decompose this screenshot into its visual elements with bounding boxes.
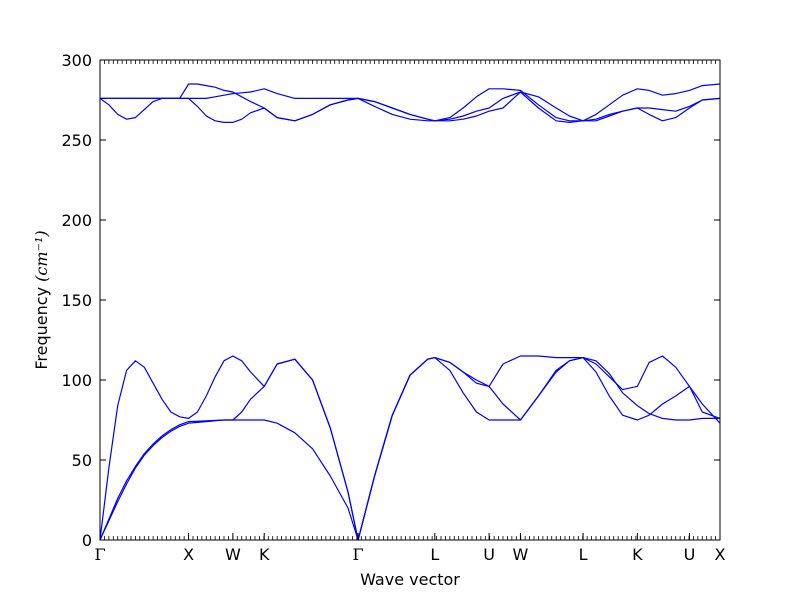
- y-tick-label: 100: [61, 371, 92, 390]
- x-tick-label: L: [579, 545, 588, 564]
- x-tick-label: Γ: [94, 545, 105, 564]
- y-tick-label: 200: [61, 211, 92, 230]
- x-tick-label: X: [183, 545, 194, 564]
- y-tick-label: 0: [82, 531, 92, 550]
- plot-frame: [99, 59, 721, 541]
- x-tick-label: U: [483, 545, 495, 564]
- band-line-6: [100, 83, 721, 123]
- y-tick-label: 150: [61, 291, 92, 310]
- x-tick-label: K: [632, 545, 643, 564]
- y-tick-label: 250: [61, 131, 92, 150]
- x-tick-label: L: [430, 545, 439, 564]
- y-axis-unit: (cm⁻¹): [32, 230, 51, 281]
- series-lines: [99, 83, 721, 541]
- y-tick-label: 300: [61, 51, 92, 70]
- x-tick-label: Γ: [353, 545, 364, 564]
- x-tick-label: W: [513, 545, 529, 564]
- y-tick-label: 50: [72, 451, 92, 470]
- band-line-1: [99, 357, 721, 541]
- band-line-3: [99, 355, 721, 541]
- band-line-2: [99, 357, 720, 541]
- x-tick-label: X: [715, 545, 726, 564]
- x-tick-label: W: [225, 545, 241, 564]
- y-axis-label-text: Frequency: [32, 282, 51, 370]
- x-tick-label: K: [259, 545, 270, 564]
- x-tick-label: U: [684, 545, 696, 564]
- x-axis-label: Wave vector: [360, 570, 460, 589]
- y-axis-label: Frequency (cm⁻¹): [32, 230, 51, 369]
